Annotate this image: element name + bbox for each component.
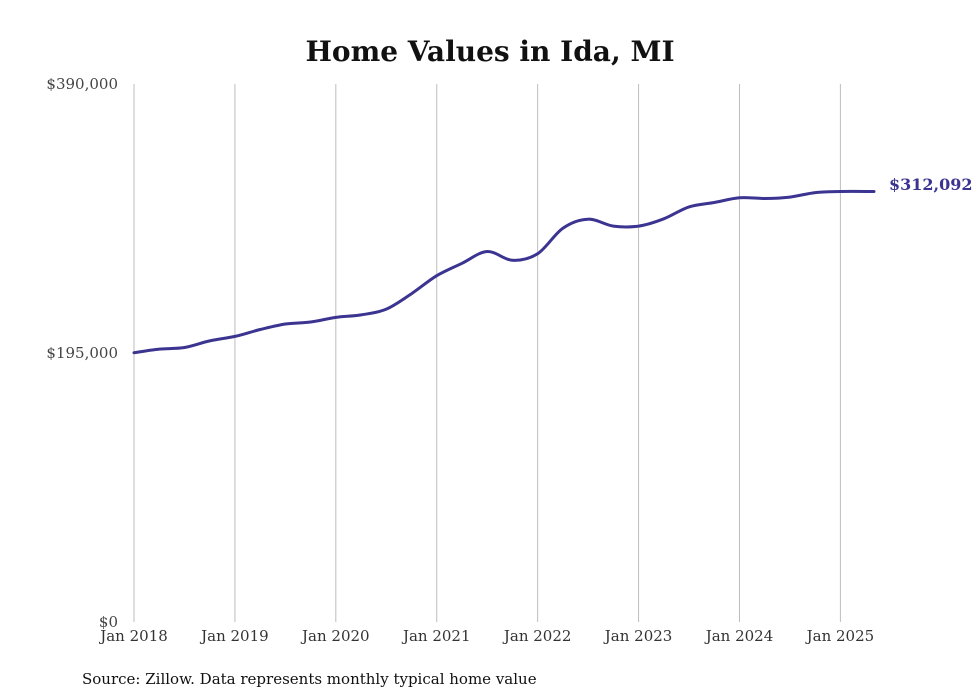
x-tick-label: Jan 2018 (98, 627, 168, 645)
x-axis-ticks: Jan 2018 Jan 2019 Jan 2020 Jan 2021 Jan 2022… (98, 627, 874, 645)
series-layer (132, 189, 876, 355)
x-tick-label: Jan 2019 (199, 627, 269, 645)
x-tick-label: Jan 2021 (401, 627, 471, 645)
y-axis-ticks: $0 $195,000 $390,000 (46, 75, 118, 631)
x-tick-label: Jan 2023 (603, 627, 673, 645)
x-tick-label: Jan 2020 (300, 627, 370, 645)
y-tick-label: $390,000 (46, 75, 118, 93)
series-line (132, 189, 876, 355)
end-value-label: $312,092 (889, 175, 973, 194)
x-tick-label: Jan 2024 (704, 627, 774, 645)
x-tick-label: Jan 2025 (805, 627, 875, 645)
grid-lines (133, 84, 841, 622)
y-tick-label: $0 (99, 613, 118, 631)
x-tick-label: Jan 2022 (502, 627, 572, 645)
y-tick-label: $195,000 (46, 344, 118, 362)
source-note: Source: Zillow. Data represents monthly … (82, 670, 537, 688)
chart-title: Home Values in Ida, MI (305, 35, 674, 68)
